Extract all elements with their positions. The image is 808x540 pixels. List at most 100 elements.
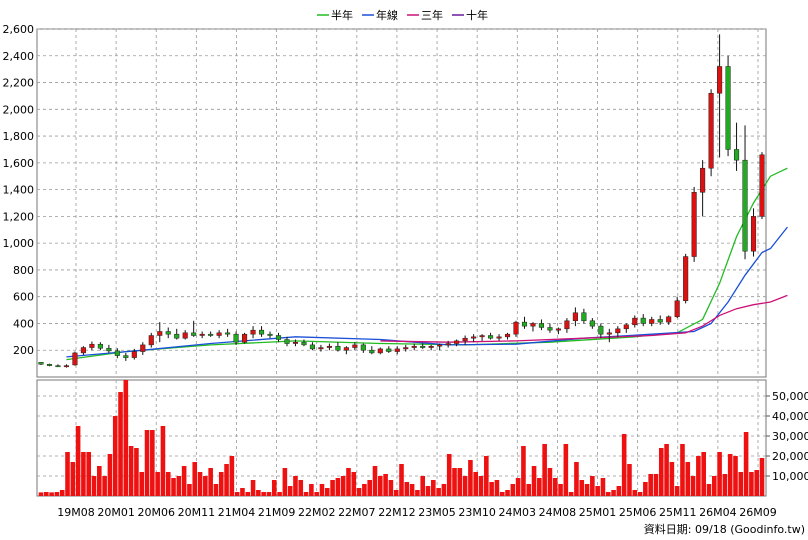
candle-body	[352, 344, 358, 348]
volume-bar	[134, 448, 139, 496]
candle-body	[750, 216, 757, 252]
volume-bar	[356, 488, 362, 496]
volume-bar	[754, 470, 759, 496]
volume-bar	[701, 452, 706, 496]
x-tick-label: 19M08	[57, 506, 95, 519]
candle-body	[284, 339, 290, 344]
volume-bar	[38, 492, 44, 496]
volume-bar	[489, 482, 494, 496]
x-tick-label: 22M12	[378, 506, 416, 519]
volume-bar	[192, 462, 198, 496]
candle-body	[326, 345, 332, 348]
candle-body	[140, 344, 146, 352]
candle-body	[97, 343, 103, 349]
candle-body	[700, 167, 706, 193]
x-tick-label: 22M07	[338, 506, 376, 519]
x-tick-label: 25M11	[659, 506, 697, 519]
volume-bar	[165, 472, 171, 496]
volume-bar	[499, 492, 505, 496]
volume-bar	[240, 488, 245, 496]
candle-body	[89, 343, 95, 348]
volume-bar	[277, 492, 282, 496]
candle-body	[657, 319, 663, 323]
volume-bar	[383, 474, 388, 496]
candle-body	[496, 336, 502, 339]
volume-bar	[399, 464, 404, 496]
footer-note: 資料日期: 09/18 (Goodinfo.tw)	[644, 522, 805, 536]
candle-body	[530, 323, 536, 327]
candle-body	[123, 355, 129, 358]
volume-bar	[738, 472, 744, 496]
volume-bar	[271, 480, 277, 496]
candle-body	[589, 320, 595, 327]
volume-bar	[415, 490, 420, 496]
volume-bar	[600, 478, 606, 496]
volume-bar	[160, 426, 166, 496]
x-tick-label: 20M11	[178, 506, 216, 519]
candle-body	[471, 336, 477, 339]
volume-bar	[632, 490, 638, 496]
volume-bar	[372, 466, 378, 496]
volume-bar	[669, 462, 675, 496]
candle-body	[386, 348, 392, 352]
candle-body	[377, 348, 383, 354]
candle-body	[521, 321, 528, 327]
volume-bar	[144, 430, 150, 496]
volume-bar	[478, 476, 484, 496]
volume-bar	[468, 460, 473, 496]
candle-body	[717, 66, 723, 94]
volume-bar	[367, 480, 372, 496]
price-tick-label: 200	[13, 344, 34, 357]
candle-body	[148, 335, 154, 346]
candle-body	[691, 192, 697, 257]
candle-body	[411, 345, 417, 348]
candle-body	[38, 362, 44, 365]
candle-body	[63, 365, 69, 368]
price-tick-label: 1,400	[3, 184, 35, 197]
x-tick-label: 24M08	[539, 506, 577, 519]
price-tick-label: 600	[13, 291, 34, 304]
candle-body	[649, 319, 655, 324]
volume-bar	[287, 486, 293, 496]
volume-tick-label: 40,000	[772, 410, 808, 423]
price-tick-label: 1,600	[3, 157, 35, 170]
volume-bar	[420, 476, 426, 496]
candle-body	[479, 335, 485, 338]
candle-body	[72, 352, 78, 366]
volume-bar	[229, 456, 235, 496]
volume-bar	[457, 468, 463, 496]
candle-body	[538, 323, 545, 328]
price-tick-label: 2,000	[3, 103, 35, 116]
volume-bar	[658, 448, 664, 496]
volume-bar	[706, 484, 712, 496]
candle-body	[258, 329, 265, 335]
candle-body	[360, 344, 366, 351]
volume-bar	[605, 492, 611, 496]
volume-bar	[637, 492, 643, 496]
volume-bar	[181, 466, 187, 496]
candle-body	[725, 66, 731, 150]
candle-body	[225, 332, 231, 335]
candle-body	[233, 333, 239, 343]
candle-body	[106, 347, 112, 352]
candle-body	[114, 350, 120, 356]
volume-bar	[749, 472, 754, 496]
volume-bar	[218, 472, 224, 496]
legend: 半年 年線 三年 十年	[317, 8, 488, 22]
volume-tick-label: 20,000	[772, 450, 808, 463]
volume-bar	[139, 472, 145, 496]
candle-body	[182, 332, 188, 339]
candle-body	[174, 333, 180, 339]
volume-bar	[452, 468, 457, 496]
volume-bar	[574, 462, 579, 496]
volume-bar	[351, 472, 357, 496]
volume-bar	[54, 492, 60, 496]
candle-body	[742, 159, 748, 252]
volume-bar	[743, 432, 749, 496]
volume-bar	[542, 444, 547, 496]
volume-bar	[579, 480, 585, 496]
price-tick-label: 2,600	[3, 23, 35, 36]
candle-body	[275, 335, 282, 340]
volume-bar	[203, 476, 208, 496]
candle-body	[199, 333, 205, 336]
